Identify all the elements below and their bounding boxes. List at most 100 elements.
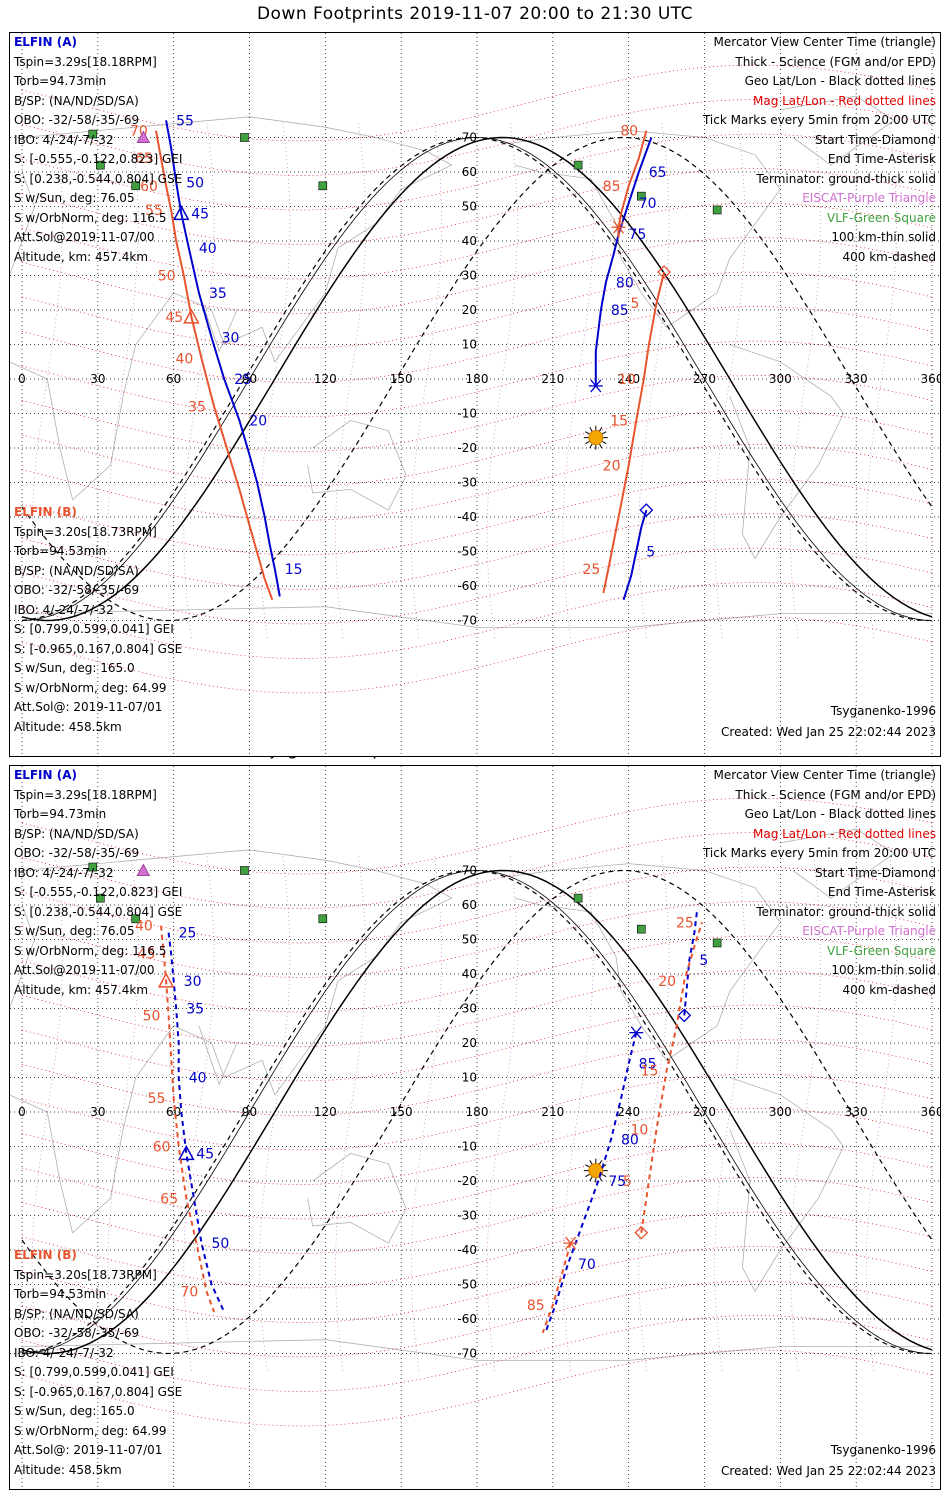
track-time-label: 40	[175, 351, 193, 367]
lat-tick-label: -20	[457, 441, 477, 455]
continent-outline	[10, 116, 453, 501]
track-time-label: 85	[639, 1057, 657, 1073]
mag-parallel	[21, 1246, 933, 1323]
lon-tick-label: 360	[921, 1105, 941, 1119]
track-time-label: 85	[603, 179, 621, 195]
mag-parallel	[21, 478, 933, 556]
track-time-label: 70	[639, 196, 657, 212]
track-time-label: 70	[578, 1257, 596, 1273]
elfin-a-line: S: [-0.555,-0.122,0.823] GEI	[14, 152, 183, 166]
track-time-label: 35	[186, 1002, 204, 1018]
elfin-a-line: Altitude, km: 457.4km	[14, 982, 149, 997]
lat-tick-label: 40	[462, 234, 477, 248]
start-time-diamond	[657, 265, 671, 279]
lat-tick-label: -70	[457, 1347, 477, 1361]
elfin-a-line: OBO: -32/-58/-35/-69	[14, 113, 140, 127]
track-time-label: 80	[620, 124, 638, 140]
lon-tick-label: 360	[921, 372, 941, 386]
track-time-label: 25	[582, 562, 600, 578]
elfin-b-line: Torb=94.53min	[14, 544, 107, 558]
center-time-triangle	[172, 204, 190, 221]
vlf-site-square	[318, 914, 328, 924]
mag-meridian	[107, 853, 139, 1371]
elfin-b-name: ELFIN (B)	[14, 1248, 77, 1262]
mag-parallel	[21, 832, 933, 909]
track-time-label: 15	[641, 1064, 659, 1080]
mag-parallel	[21, 1142, 933, 1220]
lon-tick-label: 60	[166, 372, 181, 386]
lon-tick-label: 210	[541, 372, 564, 386]
mag-parallel	[21, 1177, 933, 1254]
lat-tick-label: -10	[457, 407, 477, 421]
vlf-site-square	[712, 205, 722, 215]
legend-item: End Time-Asterisk	[827, 885, 936, 899]
elfin-a-line: S w/Sun, deg: 76.05	[14, 924, 135, 938]
end-time-asterisk	[563, 1236, 578, 1250]
track-time-label: 40	[199, 241, 217, 257]
lat-tick-label: 60	[462, 165, 477, 179]
eiscat-triangle	[136, 863, 151, 876]
legend-item: VLF-Green Square	[827, 943, 936, 958]
lat-tick-label: -10	[457, 1140, 477, 1154]
legend-item: Thick - Science (FGM and/or EPD)	[735, 54, 936, 69]
elfin-b-track	[602, 271, 666, 594]
mag-parallel	[21, 202, 933, 280]
elfin-b-track	[617, 130, 648, 238]
track-time-label: 35	[209, 286, 227, 302]
mag-parallel	[21, 901, 933, 978]
start-time-diamond	[677, 1008, 692, 1023]
mag-meridian	[486, 853, 518, 1371]
track-time-label: 45	[196, 1146, 214, 1162]
lat-tick-label: 50	[462, 200, 477, 214]
sun-disk	[588, 1163, 604, 1179]
down-footprints-map[interactable]: 0 30 60 90 120 150 180 210 240 270 300 330 360 70 60 50…	[10, 33, 941, 757]
mag-parallel	[21, 1349, 933, 1427]
lat-tick-label: -20	[457, 1174, 477, 1188]
created-timestamp: Created: Wed Jan 25 22:02:44 2023	[721, 725, 936, 739]
mag-meridian	[335, 853, 367, 1371]
conjugate-footprints-map[interactable]: 0 30 60 90 120 150 180 210 240 270 300 330 360 70 60 50…	[10, 766, 941, 1490]
lat-tick-label: 20	[462, 1036, 477, 1050]
track-time-label: 80	[621, 1133, 639, 1149]
lat-tick-label: -30	[457, 1209, 477, 1223]
elfin-b-line: S w/Sun, deg: 165.0	[14, 1404, 135, 1418]
lon-tick-label: 90	[242, 372, 257, 386]
continent-outline	[307, 419, 407, 511]
axis-labels: 0 30 60 90 120 150 180 210 240 270 300 330 360 70 60 50…	[18, 864, 941, 1361]
track-time-label: 60	[153, 1140, 171, 1156]
track-time-label: 65	[135, 151, 153, 167]
track-time-label: 5	[630, 296, 639, 312]
lon-tick-label: 180	[466, 1105, 489, 1119]
lon-tick-label: 120	[314, 1105, 337, 1119]
elfin-a-track	[165, 120, 281, 597]
track-time-label: 55	[145, 203, 163, 219]
start-time-diamond	[634, 1225, 649, 1240]
elfin-b-line: S: [0.799,0.599,0.041] GEI	[14, 1365, 174, 1379]
elfin-a-line: S: [0.238,-0.544,0.804] GSE	[14, 904, 183, 919]
track-time-label: 5	[623, 1174, 632, 1190]
mag-meridian	[562, 853, 594, 1371]
elfin-b-line: Tspin=3.20s[18.73RPM]	[14, 524, 157, 539]
elfin-a-line: S w/Sun, deg: 76.05	[14, 191, 135, 205]
conjugate-footprints-panel: 0 30 60 90 120 150 180 210 240 270 300 330 360 70 60 50…	[9, 765, 941, 1490]
mag-parallel	[21, 444, 933, 521]
elfin-b-line: B/SP: (NA/ND/SD/SA)	[14, 1306, 139, 1321]
geo-grid	[10, 33, 940, 756]
elfin-a-track	[544, 1032, 638, 1334]
elfin-b-line: S w/OrbNorm, deg: 64.99	[14, 1423, 167, 1438]
elfin-a-line: Torb=94.73min	[14, 74, 107, 88]
mag-meridian	[790, 120, 822, 638]
eiscat-triangle	[136, 130, 151, 143]
end-time-asterisk	[629, 1026, 644, 1040]
vlf-site-square	[131, 914, 141, 924]
lat-tick-label: 70	[462, 864, 477, 878]
legend-item: 400 km-dashed	[842, 982, 936, 997]
mag-parallel	[21, 1211, 933, 1289]
track-time-label: 50	[158, 269, 176, 285]
axis-labels: 0 30 60 90 120 150 180 210 240 270 300 330 360 70 60 50…	[18, 131, 941, 628]
track-time-label: 20	[249, 413, 267, 429]
mag-meridian	[410, 853, 442, 1371]
mag-parallel	[21, 1108, 933, 1185]
track-time-label: 40	[189, 1071, 207, 1087]
track-time-label: 40	[135, 919, 153, 935]
